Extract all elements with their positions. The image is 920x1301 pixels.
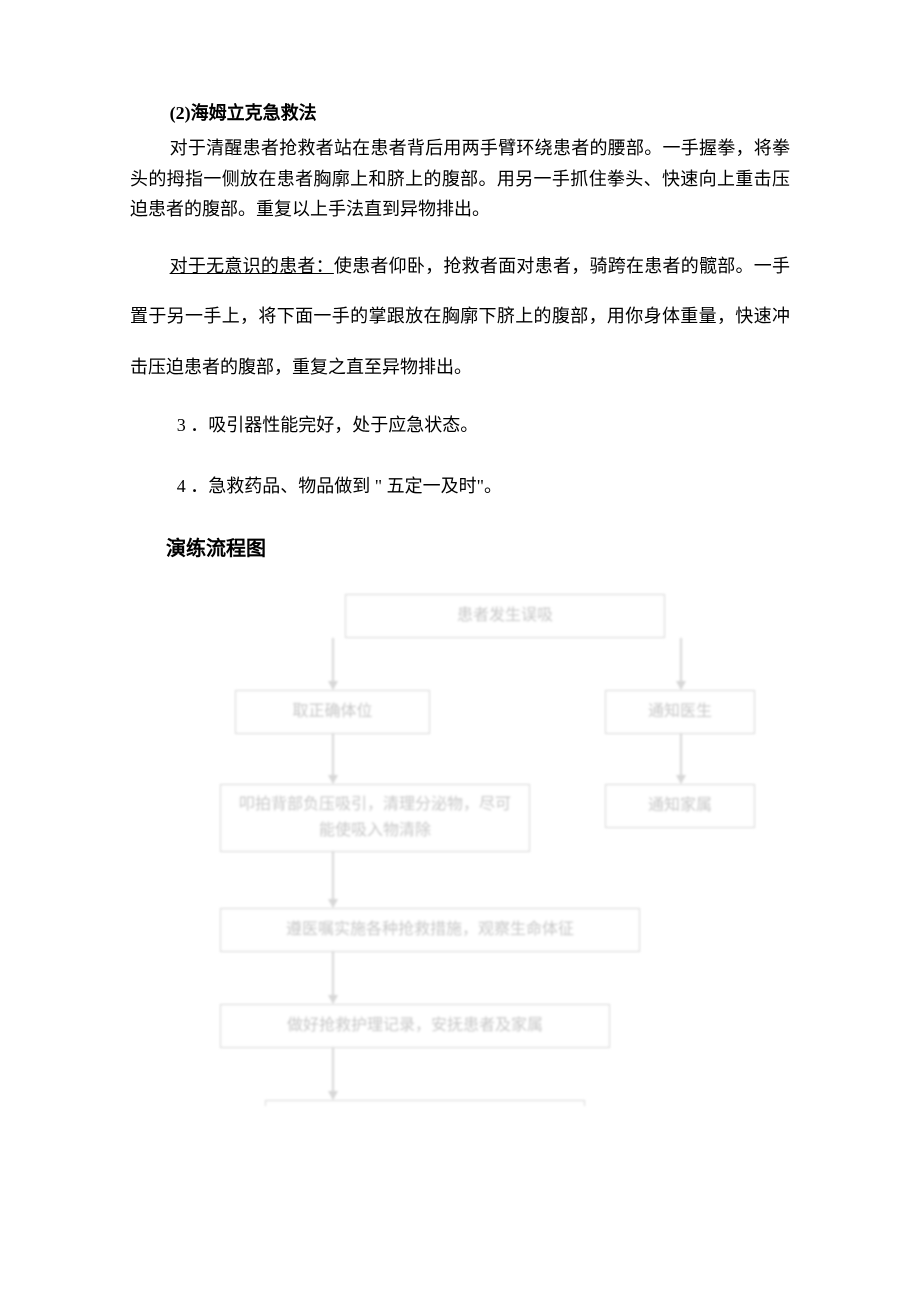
flow-node: 通知医生 [605, 690, 755, 734]
paragraph-2: 对于无意识的患者：使患者仰卧，抢救者面对患者，骑跨在患者的髋部。一手置于另一手上… [130, 241, 790, 392]
flow-node: 叩拍背部负压吸引，清理分泌物，尽可能使吸入物清除 [220, 784, 530, 852]
flow-edge [332, 734, 334, 776]
arrow-head-icon [328, 995, 338, 1004]
arrow-head-icon [328, 681, 338, 690]
section-heading: (2)海姆立克急救法 [130, 100, 790, 127]
flow-edge [332, 852, 334, 900]
flowchart-container: 患者发生误吸取正确体位 通知医生叩拍背部负压吸引，清理分泌物，尽可能使吸入物清除 通… [220, 594, 780, 1106]
arrow-head-icon [328, 1091, 338, 1100]
flow-edge [680, 638, 682, 682]
arrow-head-icon [328, 899, 338, 908]
flow-node: 取正确体位 [235, 690, 430, 734]
arrow-head-icon [676, 775, 686, 784]
arrow-head-icon [676, 681, 686, 690]
flow-node: 患者发生误吸 [345, 594, 665, 638]
flow-edge [680, 734, 682, 776]
flow-edge [332, 952, 334, 996]
flow-node: 做好抢救护理记录，安抚患者及家属 [220, 1004, 610, 1048]
flowchart-title: 演练流程图 [130, 534, 790, 564]
flow-node: 遵医嘱实施各种抢救措施，观察生命体征 [220, 908, 640, 952]
underlined-lead: 对于无意识的患者： [170, 256, 334, 276]
flow-edge [332, 1048, 334, 1092]
flow-node [265, 1100, 585, 1106]
flow-node: 通知家属 [605, 784, 755, 828]
paragraph-1: 对于清醒患者抢救者站在患者背后用两手臂环绕患者的腰部。一手握拳，将拳头的拇指一侧… [130, 133, 790, 225]
flow-edge [332, 638, 334, 682]
list-item-4: 4 ．急救药品、物品做到 " 五定一及时"。 [130, 473, 790, 500]
list-item-3: 3 ．吸引器性能完好，处于应急状态。 [130, 412, 790, 439]
arrow-head-icon [328, 775, 338, 784]
